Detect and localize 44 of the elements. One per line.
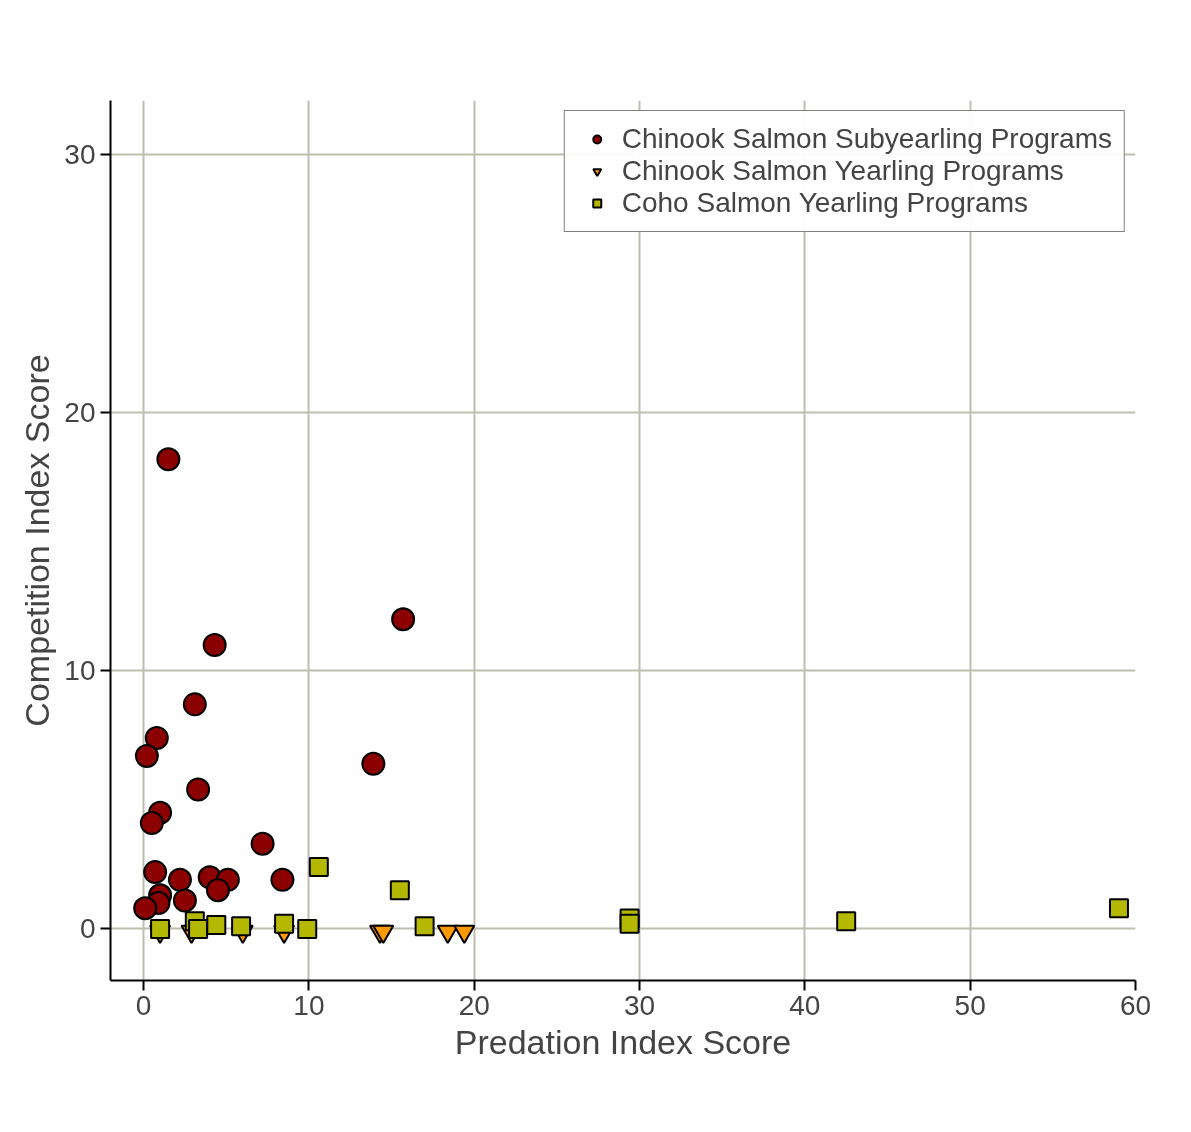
x-tick-label: 0 bbox=[135, 989, 152, 1021]
x-tick-label: 40 bbox=[789, 989, 821, 1021]
x-tick-label: 50 bbox=[954, 989, 986, 1021]
point bbox=[182, 692, 207, 717]
point bbox=[133, 896, 158, 921]
legend-label: Chinook Salmon Subyearling Programs bbox=[621, 123, 1112, 155]
point bbox=[144, 725, 169, 750]
point bbox=[250, 831, 275, 856]
point bbox=[134, 744, 159, 768]
point bbox=[414, 916, 435, 937]
point bbox=[206, 915, 227, 936]
point bbox=[139, 811, 164, 836]
y-tick-label: 10 bbox=[64, 655, 96, 687]
point bbox=[205, 878, 230, 903]
point bbox=[143, 860, 168, 885]
x-axis-title: Predation Index Score bbox=[454, 1022, 792, 1061]
point bbox=[619, 913, 640, 934]
y-tick-label: 0 bbox=[79, 913, 96, 945]
point bbox=[202, 633, 227, 657]
x-tick-label: 60 bbox=[1119, 989, 1152, 1021]
point bbox=[1108, 898, 1129, 919]
y-tick-label: 20 bbox=[64, 397, 96, 429]
point bbox=[231, 916, 252, 937]
x-tick-label: 10 bbox=[293, 989, 325, 1021]
x-tick-label: 30 bbox=[623, 989, 656, 1021]
point bbox=[188, 918, 209, 939]
point bbox=[297, 918, 318, 939]
y-tick-label: 30 bbox=[64, 139, 96, 171]
y-axis-title: Competition Index Score bbox=[18, 354, 57, 727]
point bbox=[308, 856, 329, 877]
point bbox=[361, 751, 386, 776]
point bbox=[167, 867, 192, 892]
point bbox=[186, 777, 211, 802]
point bbox=[270, 867, 295, 892]
x-tick-label: 20 bbox=[458, 989, 490, 1021]
point bbox=[150, 918, 171, 939]
point bbox=[172, 888, 197, 913]
point bbox=[274, 913, 295, 934]
legend-label: Chinook Salmon Yearling Programs bbox=[621, 155, 1064, 187]
point bbox=[389, 880, 410, 901]
point bbox=[156, 447, 181, 472]
legend-label: Coho Salmon Yearling Programs bbox=[621, 187, 1028, 219]
point bbox=[836, 911, 857, 932]
point bbox=[391, 607, 416, 632]
